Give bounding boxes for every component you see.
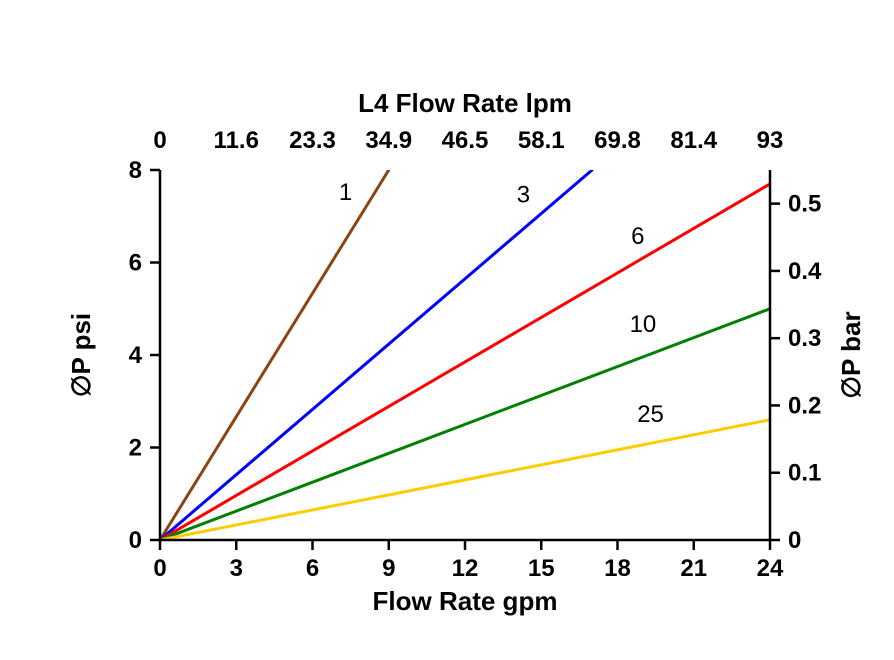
x-tick-label: 24	[757, 555, 784, 582]
y-left-tick-label: 4	[129, 342, 143, 369]
series-label-10: 10	[630, 311, 657, 338]
x-top-tick-label: 93	[757, 127, 784, 154]
series-label-25: 25	[637, 401, 664, 428]
x-bottom-title: Flow Rate gpm	[373, 586, 558, 616]
x-top-tick-label: 11.6	[214, 127, 259, 154]
pressure-flow-chart: 03691215182124Flow Rate gpm011.623.334.9…	[0, 0, 894, 660]
y-left-tick-label: 0	[129, 527, 142, 554]
x-top-tick-label: 69.8	[594, 127, 641, 154]
x-top-tick-label: 81.4	[670, 127, 717, 154]
series-label-1: 1	[339, 179, 352, 206]
x-tick-label: 9	[382, 555, 395, 582]
x-top-tick-label: 34.9	[365, 127, 412, 154]
x-tick-label: 3	[230, 555, 243, 582]
y-left-tick-label: 6	[129, 250, 142, 277]
x-tick-label: 18	[604, 555, 631, 582]
y-left-tick-label: 8	[129, 157, 142, 184]
x-top-tick-label: 23.3	[289, 127, 336, 154]
series-label-3: 3	[517, 181, 530, 208]
y-right-tick-label: 0	[788, 527, 801, 554]
x-tick-label: 6	[306, 555, 319, 582]
y-right-tick-label: 0.4	[788, 258, 822, 285]
x-top-tick-label: 0	[153, 127, 166, 154]
x-top-title: L4 Flow Rate lpm	[358, 88, 572, 118]
x-tick-label: 12	[452, 555, 479, 582]
y-right-tick-label: 0.2	[788, 392, 821, 419]
y-right-tick-label: 0.5	[788, 191, 821, 218]
x-top-tick-label: 46.5	[442, 127, 489, 154]
x-tick-label: 0	[153, 555, 166, 582]
x-tick-label: 15	[528, 555, 555, 582]
x-tick-label: 21	[680, 555, 707, 582]
series-label-6: 6	[631, 223, 644, 250]
x-top-tick-label: 58.1	[518, 127, 565, 154]
y-right-title: ∅P bar	[836, 311, 866, 398]
y-left-tick-label: 2	[129, 435, 142, 462]
chart-container: 03691215182124Flow Rate gpm011.623.334.9…	[0, 0, 894, 660]
y-left-title: ∅P psi	[66, 313, 96, 397]
y-right-tick-label: 0.3	[788, 325, 821, 352]
y-right-tick-label: 0.1	[788, 460, 821, 487]
